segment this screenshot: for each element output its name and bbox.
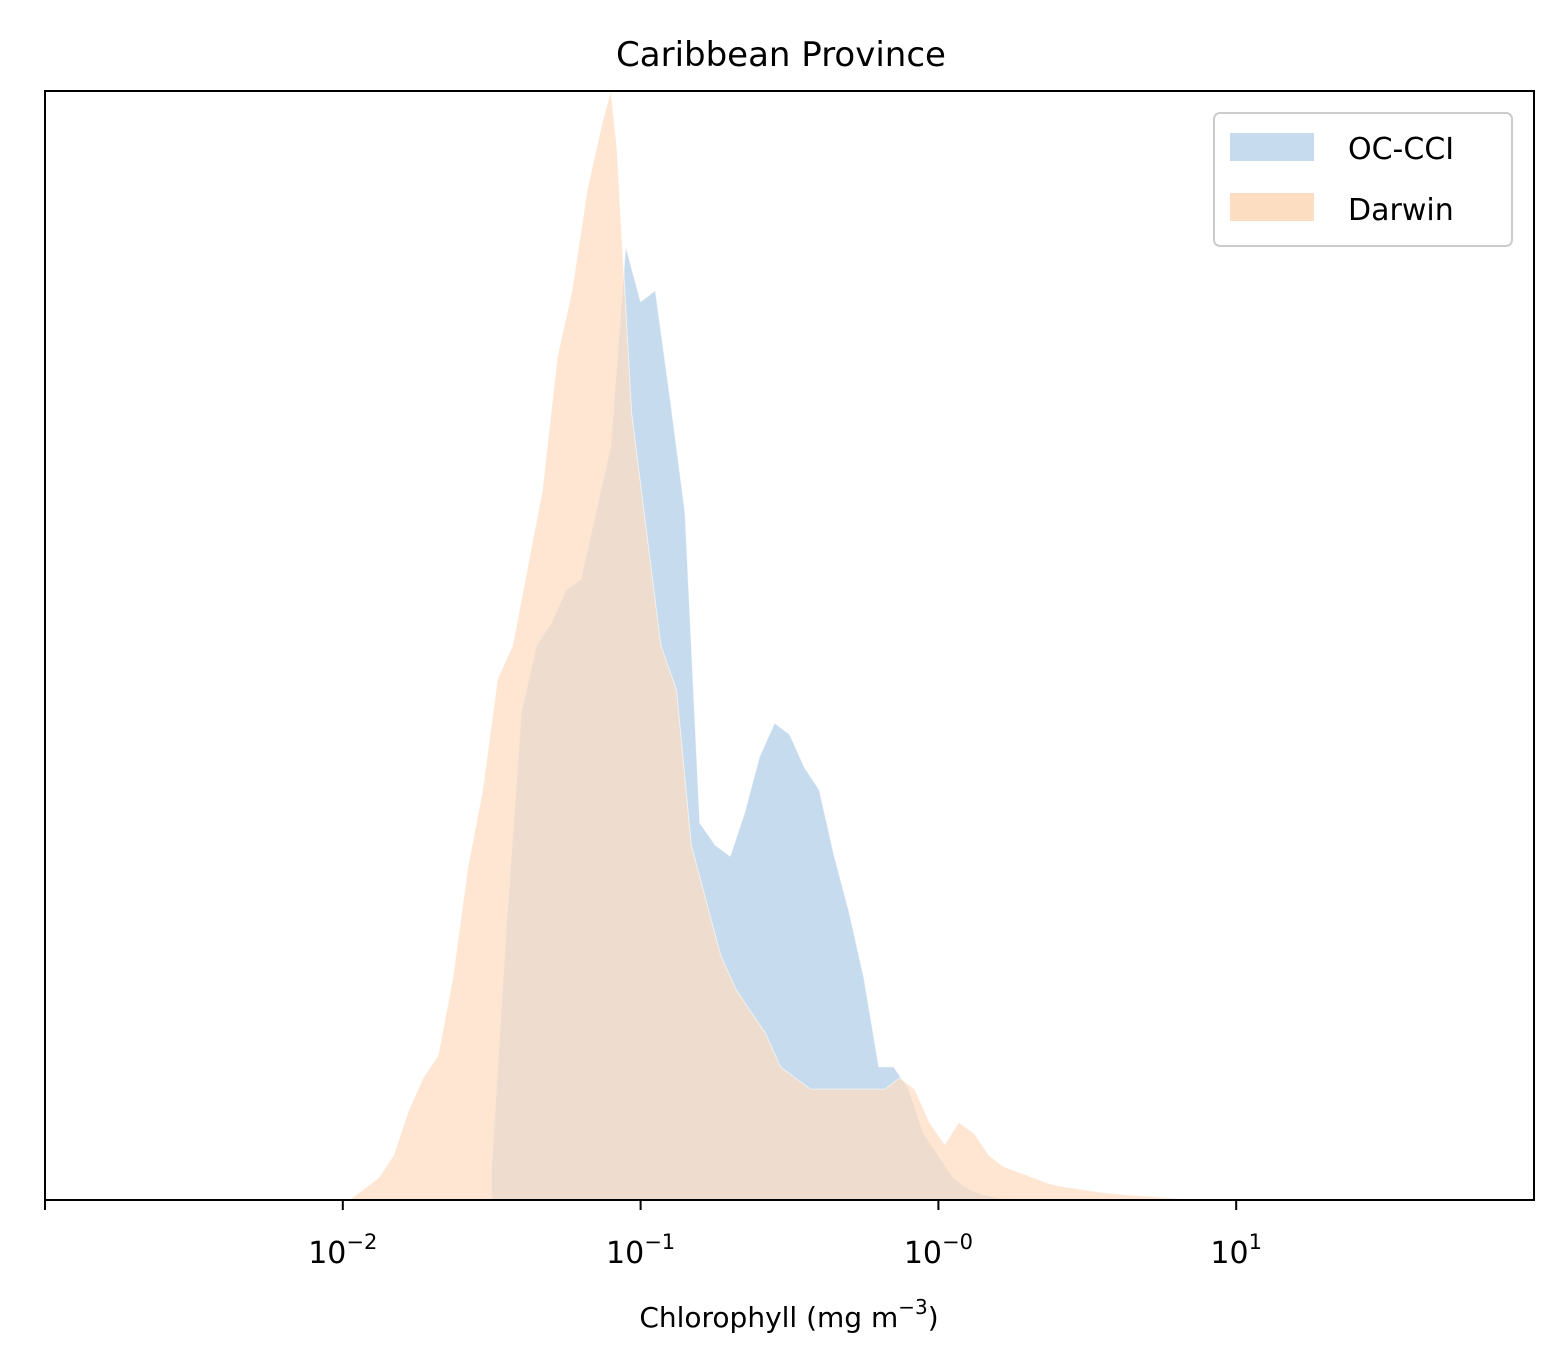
plot-frame: [44, 90, 1535, 1201]
legend-label-darwin: Darwin: [1348, 193, 1454, 228]
series-layer: [347, 90, 1213, 1201]
chart-title: Caribbean Province: [616, 35, 946, 75]
series-area-darwin: [347, 90, 1213, 1201]
legend-label-oc-cci: OC-CCI: [1348, 132, 1454, 167]
legend-swatch-oc-cci: [1230, 133, 1314, 161]
x-axis-ticks: 10−2 10−1 10−0 101: [44, 1200, 1262, 1271]
x-axis-label-exponent: −3: [898, 1295, 927, 1319]
x-axis-label: Chlorophyll (mg m−3): [639, 1295, 938, 1334]
x-axis-label-close: ): [928, 1301, 939, 1334]
x-tick-label: 10−0: [904, 1230, 973, 1271]
x-axis-label-text: Chlorophyll (mg m: [639, 1301, 898, 1334]
legend-swatch-darwin: [1230, 193, 1314, 221]
legend: OC-CCI Darwin: [1213, 112, 1513, 247]
x-tick-label: 101: [1210, 1230, 1262, 1271]
x-tick-label: 10−2: [308, 1230, 377, 1271]
x-tick-label: 10−1: [606, 1230, 675, 1271]
